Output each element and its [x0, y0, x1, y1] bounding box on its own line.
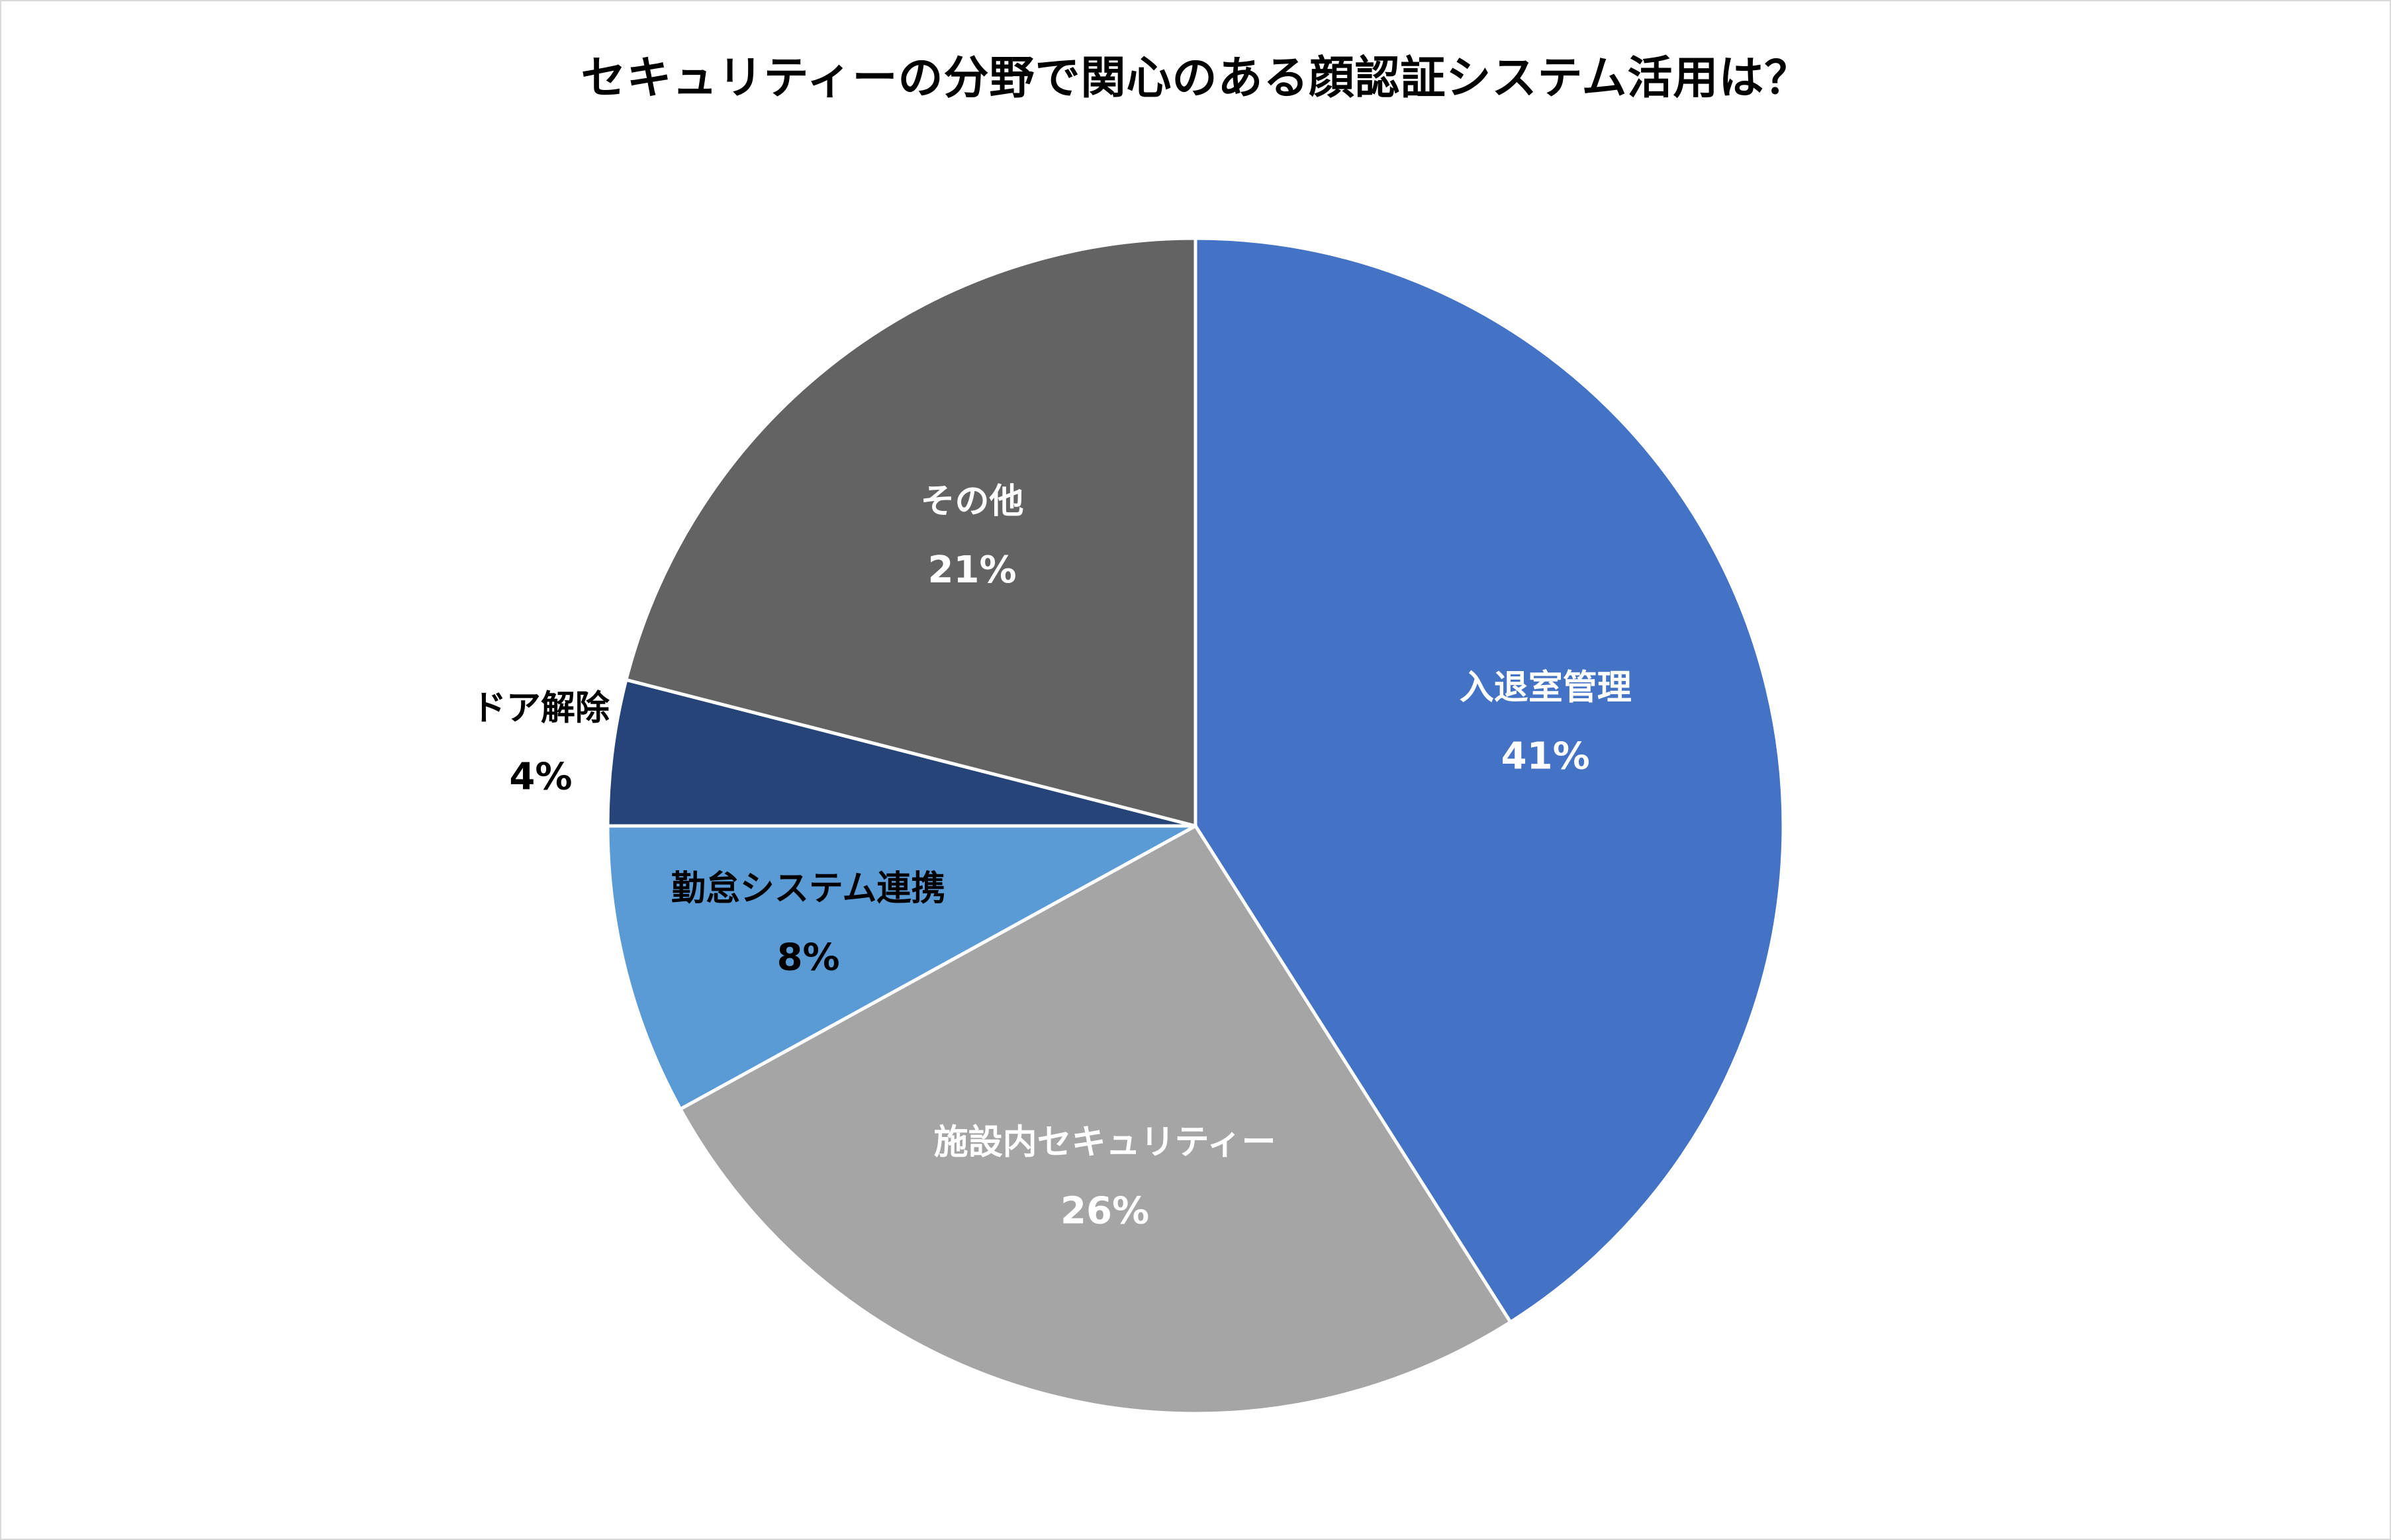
pie-slice [1194, 236, 1785, 1324]
slice-category-label: その他 [921, 482, 1024, 521]
pie-slice [679, 824, 1513, 1416]
pie-slices [606, 236, 1785, 1416]
slice-value-label: 21% [928, 549, 1017, 592]
pie-labels: 入退室管理 41% 施設内セキュリティー 26% 勤怠システム連携 8% ドア解除 4% その他… [472, 482, 1632, 1232]
slice-category-label: 入退室管理 [1460, 668, 1632, 707]
chart-title: セキュリティーの分野で関心のある顔認証システム活用は？ [581, 52, 1810, 105]
slice-value-label: 26% [1060, 1189, 1149, 1232]
pie-slice [624, 236, 1197, 828]
slice-value-label: 4% [509, 756, 572, 799]
pie-slice [606, 824, 1197, 1111]
slice-category-label: 施設内セキュリティー [934, 1122, 1276, 1162]
slice-value-label: 41% [1501, 735, 1590, 778]
slice-value-label: 8% [777, 936, 840, 979]
slice-category-label: ドア解除 [472, 689, 610, 729]
slice-category-label: 勤怠システム連携 [671, 869, 945, 909]
